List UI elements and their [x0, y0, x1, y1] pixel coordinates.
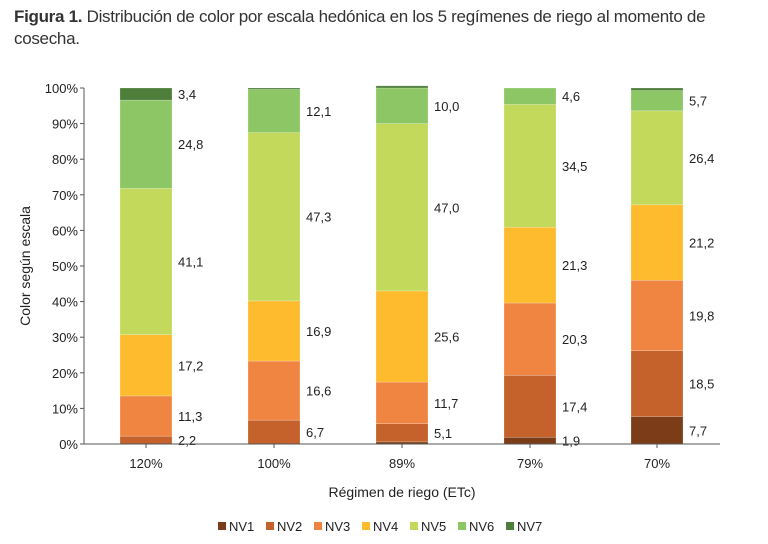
data-label: 3,4	[178, 87, 196, 102]
data-label: 6,7	[306, 425, 324, 440]
x-tick-label: 70%	[644, 456, 670, 471]
bar-segment-nv4	[119, 334, 173, 397]
bar-segment-nv5	[119, 188, 173, 336]
figure-caption: Figura 1. Distribución de color por esca…	[14, 6, 754, 50]
bar-segment-nv2	[247, 419, 301, 445]
legend-swatch-nv5	[410, 522, 418, 530]
legend: NV1 NV2 NV3 NV4 NV5 NV6 NV7	[218, 519, 542, 534]
y-tick-label: 70%	[52, 188, 78, 203]
y-tick-label: 80%	[52, 152, 78, 167]
legend-label: NV6	[469, 519, 494, 534]
data-label: 11,3	[178, 409, 202, 424]
bar-segment-nv5	[503, 104, 557, 228]
bar-segment-nv3	[630, 279, 684, 352]
legend-label: NV7	[517, 519, 542, 534]
x-tick-label: 79%	[517, 456, 543, 471]
legend-label: NV1	[229, 519, 254, 534]
figure-number: Figura 1.	[14, 7, 83, 26]
legend-swatch-nv2	[266, 522, 274, 530]
bar-segment-nv2	[375, 423, 429, 443]
data-label: 2,2	[178, 433, 196, 448]
data-label: 16,6	[306, 384, 331, 399]
bar-segment-nv1	[630, 416, 684, 445]
bar-segment-nv7	[375, 85, 429, 89]
bar-segment-nv4	[630, 204, 684, 281]
data-label: 47,0	[434, 200, 459, 215]
y-tick-label: 100%	[45, 81, 79, 96]
data-label: 11,7	[434, 396, 458, 411]
data-label: 34,5	[562, 159, 587, 174]
data-label: 16,9	[306, 324, 331, 339]
bar-segment-nv5	[630, 110, 684, 206]
bar-segment-nv4	[247, 300, 301, 362]
y-tick-label: 0%	[59, 437, 78, 452]
data-label: 7,7	[689, 423, 707, 438]
data-label: 26,4	[689, 151, 714, 166]
y-tick-label: 60%	[52, 223, 78, 238]
bar-segment-nv7	[119, 87, 173, 101]
data-label: 17,2	[178, 358, 203, 373]
y-tick-label: 30%	[52, 330, 78, 345]
data-label: 10,0	[434, 99, 459, 114]
legend-swatch-nv1	[218, 522, 226, 530]
y-tick-label: 40%	[52, 295, 78, 310]
bar-segment-nv4	[375, 290, 429, 383]
data-label: 41,1	[178, 255, 203, 270]
bar-segment-nv6	[119, 99, 173, 189]
data-label: 21,2	[689, 236, 714, 251]
bar-segment-nv6	[503, 87, 557, 105]
data-label: 20,3	[562, 332, 587, 347]
bar-segment-nv6	[630, 90, 684, 112]
y-axis-title: Color según escala	[17, 206, 33, 326]
data-label: 17,4	[562, 399, 587, 414]
data-label: 1,9	[562, 434, 580, 449]
data-label: 47,3	[306, 210, 331, 225]
x-tick-label: 120%	[129, 456, 163, 471]
data-label: 25,6	[434, 329, 459, 344]
legend-label: NV5	[421, 519, 446, 534]
figure-title: Distribución de color por escala hedónic…	[14, 7, 706, 48]
legend-swatch-nv7	[506, 522, 514, 530]
data-label: 12,1	[306, 104, 331, 119]
bar-segment-nv5	[375, 123, 429, 292]
bar-segment-nv3	[247, 360, 301, 421]
data-label: 24,8	[178, 137, 203, 152]
bar-segment-nv4	[503, 226, 557, 304]
legend-label: NV4	[373, 519, 398, 534]
y-tick-label: 10%	[52, 401, 78, 416]
x-axis-title: Régimen de riego (ETc)	[328, 484, 475, 500]
data-label: 18,5	[689, 377, 714, 392]
bar-segment-nv3	[503, 302, 557, 376]
bar-segment-nv6	[375, 87, 429, 124]
legend-swatch-nv3	[314, 522, 322, 530]
data-label: 21,3	[562, 258, 587, 273]
bar-segment-nv2	[119, 435, 173, 445]
bar-segment-nv7	[247, 87, 301, 90]
data-label: 5,1	[434, 426, 452, 441]
legend-swatch-nv4	[362, 522, 370, 530]
x-tick-label: 89%	[389, 456, 415, 471]
data-label: 5,7	[689, 94, 707, 109]
bar-segment-nv3	[119, 395, 173, 437]
bar-segment-nv5	[247, 132, 301, 302]
bar-segment-nv2	[503, 374, 557, 438]
y-tick-label: 20%	[52, 366, 78, 381]
x-tick-label: 100%	[257, 456, 291, 471]
legend-label: NV3	[325, 519, 350, 534]
bar-segment-nv2	[630, 350, 684, 417]
data-label: 4,6	[562, 89, 580, 104]
bar-segment-nv1	[503, 436, 557, 445]
bar-segment-nv3	[375, 381, 429, 425]
y-tick-label: 90%	[52, 117, 78, 132]
bar-segment-nv6	[247, 89, 301, 133]
legend-swatch-nv6	[458, 522, 466, 530]
data-label: 19,8	[689, 308, 714, 323]
legend-label: NV2	[277, 519, 302, 534]
bar-segment-nv7	[630, 87, 684, 91]
y-tick-label: 50%	[52, 259, 78, 274]
